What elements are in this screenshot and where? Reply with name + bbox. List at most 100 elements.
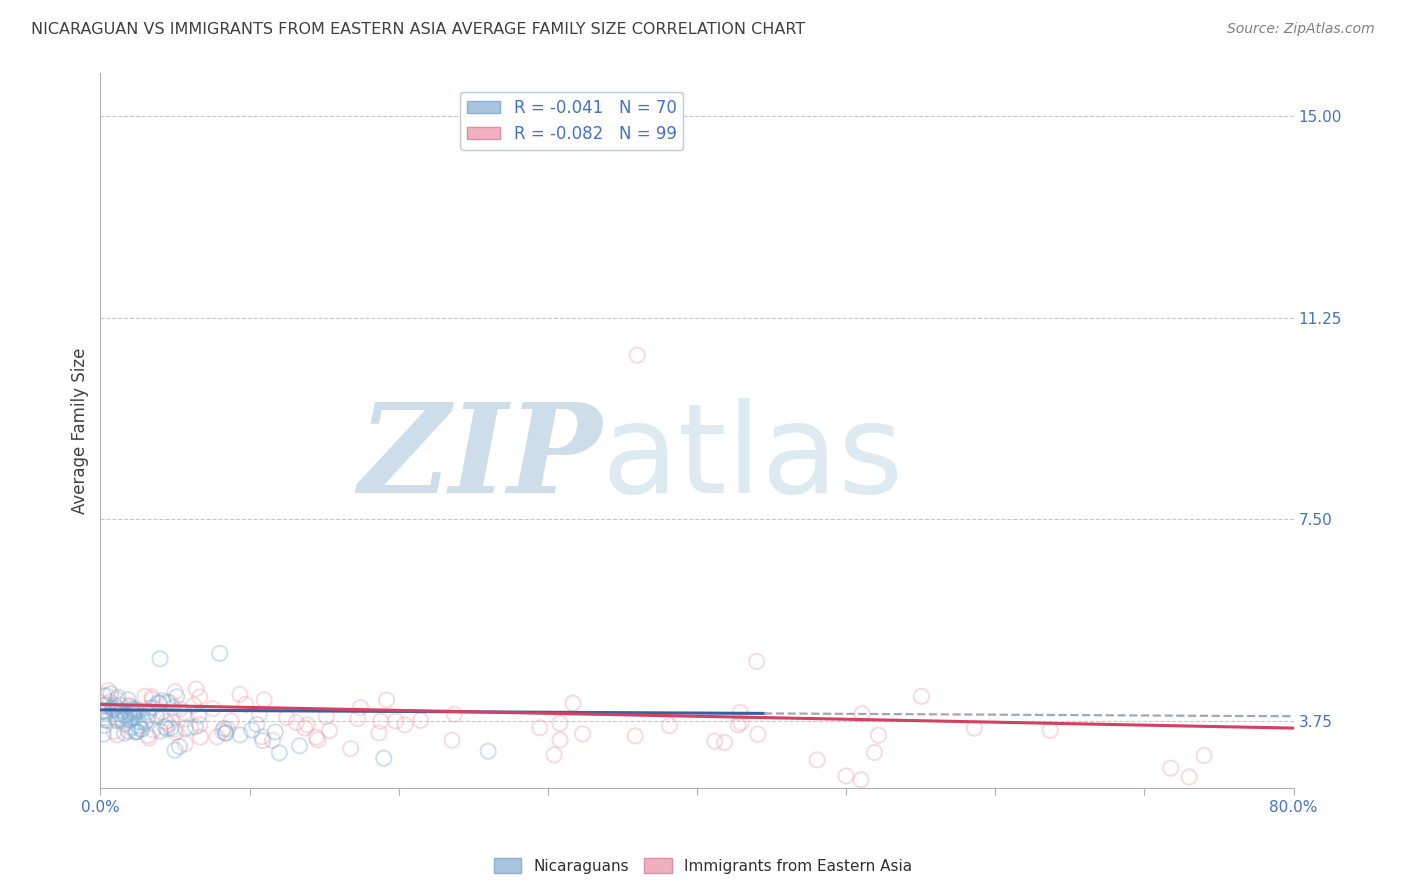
Point	[134, 715, 156, 730]
Point	[118, 713, 141, 727]
Point	[96, 689, 118, 703]
Point	[136, 713, 159, 727]
Point	[863, 746, 886, 760]
Point	[91, 727, 114, 741]
Point	[163, 684, 186, 698]
Point	[252, 733, 274, 747]
Point	[103, 724, 125, 739]
Point	[122, 702, 145, 716]
Point	[202, 701, 225, 715]
Point	[166, 690, 188, 704]
Point	[114, 726, 136, 740]
Point	[370, 714, 392, 728]
Point	[138, 708, 160, 723]
Point	[339, 741, 361, 756]
Point	[910, 690, 932, 704]
Text: atlas: atlas	[602, 399, 904, 519]
Point	[214, 726, 236, 740]
Point	[149, 697, 172, 711]
Point	[112, 717, 135, 731]
Point	[384, 714, 406, 728]
Point	[160, 721, 183, 735]
Point	[318, 723, 340, 738]
Point	[125, 705, 148, 719]
Point	[188, 690, 211, 704]
Point	[155, 714, 177, 729]
Point	[963, 721, 986, 735]
Point	[262, 733, 284, 747]
Point	[128, 705, 150, 719]
Point	[91, 704, 114, 718]
Point	[727, 718, 749, 732]
Point	[806, 753, 828, 767]
Point	[375, 693, 398, 707]
Point	[114, 709, 136, 723]
Point	[229, 728, 252, 742]
Point	[156, 722, 179, 736]
Point	[394, 718, 416, 732]
Point	[131, 723, 153, 737]
Point	[163, 743, 186, 757]
Point	[409, 714, 432, 728]
Point	[305, 730, 328, 744]
Point	[93, 705, 115, 719]
Point	[156, 695, 179, 709]
Point	[138, 731, 160, 745]
Point	[211, 724, 233, 739]
Point	[246, 717, 269, 731]
Point	[562, 696, 585, 710]
Point	[346, 711, 368, 725]
Point	[368, 726, 391, 740]
Point	[139, 700, 162, 714]
Point	[240, 723, 263, 737]
Point	[215, 726, 238, 740]
Point	[146, 696, 169, 710]
Point	[153, 720, 176, 734]
Point	[122, 711, 145, 725]
Point	[176, 712, 198, 726]
Point	[868, 728, 890, 742]
Point	[276, 710, 298, 724]
Point	[94, 714, 117, 728]
Point	[103, 698, 125, 713]
Point	[142, 700, 165, 714]
Point	[149, 652, 172, 666]
Point	[183, 698, 205, 713]
Text: ZIP: ZIP	[357, 398, 602, 520]
Point	[529, 721, 551, 735]
Point	[548, 716, 571, 731]
Point	[103, 702, 125, 716]
Point	[169, 702, 191, 716]
Point	[713, 735, 735, 749]
Point	[174, 737, 197, 751]
Point	[129, 722, 152, 736]
Point	[162, 700, 184, 714]
Point	[150, 705, 173, 719]
Point	[288, 739, 311, 753]
Point	[97, 683, 120, 698]
Point	[94, 706, 117, 720]
Point	[96, 697, 118, 711]
Point	[134, 690, 156, 704]
Point	[124, 703, 146, 717]
Point	[141, 690, 163, 704]
Point	[235, 698, 257, 712]
Point	[187, 708, 209, 723]
Point	[111, 714, 134, 728]
Point	[128, 714, 150, 729]
Point	[208, 647, 231, 661]
Point	[105, 728, 128, 742]
Point	[105, 714, 128, 728]
Point	[747, 727, 769, 741]
Point	[101, 703, 124, 717]
Point	[159, 696, 181, 710]
Point	[440, 733, 463, 747]
Point	[122, 706, 145, 721]
Point	[548, 733, 571, 747]
Point	[114, 707, 136, 722]
Point	[264, 725, 287, 739]
Point	[229, 687, 252, 701]
Point	[285, 715, 308, 730]
Point	[315, 709, 337, 723]
Point	[730, 715, 752, 730]
